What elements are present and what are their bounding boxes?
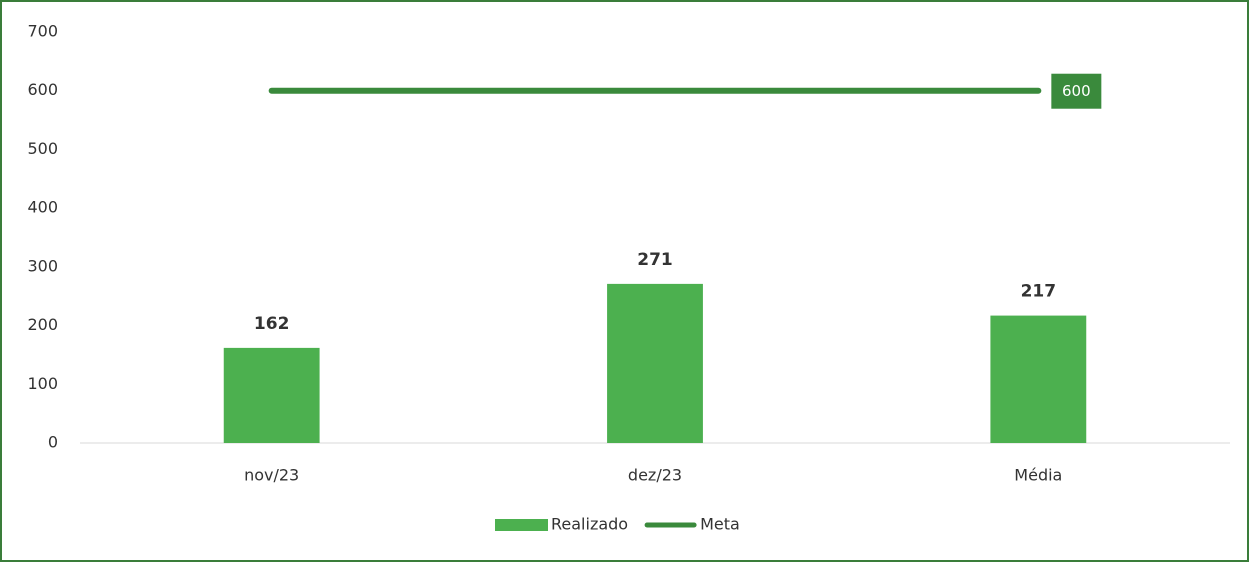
y-tick-label: 200 [27,315,58,334]
y-tick-label: 600 [27,80,58,99]
bar [607,283,703,443]
bar [990,315,1087,443]
y-tick-label: 100 [27,374,58,393]
x-tick-label: dez/23 [628,466,682,485]
x-tick-label: Média [1014,466,1062,485]
legend-label: Meta [700,515,740,534]
legend-swatch [495,519,548,531]
data-label: 271 [637,250,673,270]
legend-label: Realizado [551,515,628,534]
data-label: 600 [1062,82,1091,100]
y-tick-label: 500 [27,139,58,158]
y-tick-label: 0 [48,433,58,452]
y-tick-label: 400 [27,198,58,217]
data-label: 162 [254,314,290,334]
y-tick-label: 700 [27,22,58,41]
data-label: 217 [1021,282,1057,302]
y-tick-label: 300 [27,256,58,275]
bar [223,347,320,443]
x-tick-label: nov/23 [244,466,299,485]
data-label-box [1051,73,1102,109]
